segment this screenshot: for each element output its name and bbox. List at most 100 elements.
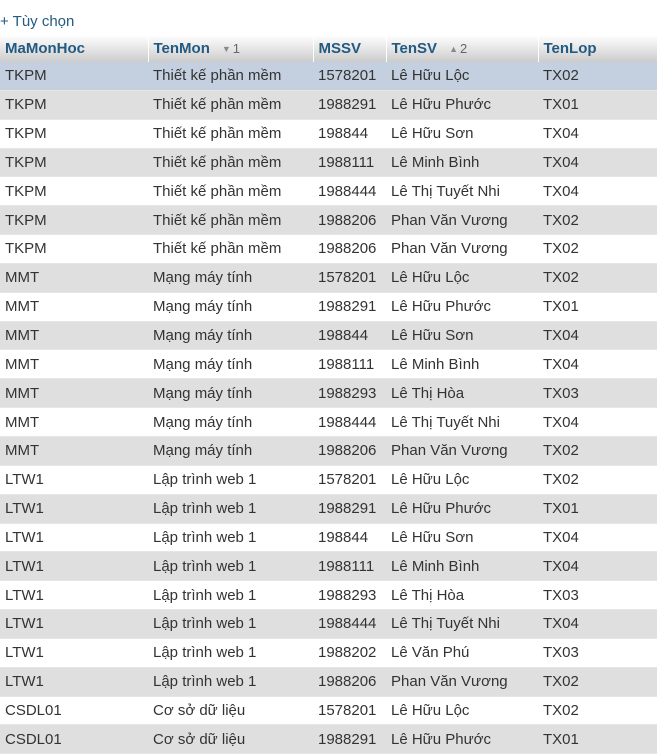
table-row[interactable]: MMT Mạng máy tính 198844 Lê Hữu Sơn TX04 bbox=[0, 321, 657, 351]
cell-mssv: 1988111 bbox=[313, 148, 386, 178]
table-row[interactable]: CSDL01 Cơ sở dữ liệu 1578201 Lê Hữu Lộc TX02 bbox=[0, 696, 657, 726]
column-label[interactable]: MaMonHoc bbox=[5, 40, 85, 57]
table-row[interactable]: MMT Mạng máy tính 1988293 Lê Thị Hòa TX03 bbox=[0, 378, 657, 409]
table-row[interactable]: LTW1 Lập trình web 1 1578201 Lê Hữu Lộc TX02 bbox=[0, 465, 657, 495]
cell-tensv: Lê Hữu Lộc bbox=[386, 62, 538, 91]
cell-tenlop: TX01 bbox=[538, 494, 657, 524]
cell-tenmon: Thiết kế phần mềm bbox=[148, 119, 313, 149]
column-label[interactable]: TenMon bbox=[153, 40, 210, 57]
cell-tensv: Lê Hữu Sơn bbox=[386, 119, 538, 149]
table-row[interactable]: MMT Mạng máy tính 1988444 Lê Thị Tuyết Nhi T… bbox=[0, 407, 657, 437]
cell-tenlop: TX04 bbox=[538, 176, 657, 207]
table-row[interactable]: MMT Mạng máy tính 1988111 Lê Minh Bình TX04 bbox=[0, 349, 657, 380]
table-row[interactable]: TKPM Thiết kế phần mềm 1988444 Lê Thị Tuyết… bbox=[0, 176, 657, 207]
cell-mssv: 1988444 bbox=[313, 407, 386, 437]
results-table: MaMonHoc TenMon ▼ 1 MSSV TenSV ▲ 2 TenLop TK… bbox=[0, 35, 658, 754]
cell-mamonhoc: MMT bbox=[0, 378, 148, 409]
cell-mamonhoc: TKPM bbox=[0, 62, 148, 91]
table-row[interactable]: TKPM Thiết kế phần mềm 1988111 Lê Minh Bình… bbox=[0, 148, 657, 178]
table-row[interactable]: LTW1 Lập trình web 1 198844 Lê Hữu Sơn TX04 bbox=[0, 523, 657, 553]
table-row[interactable]: TKPM Thiết kế phần mềm 1988291 Lê Hữu Phước… bbox=[0, 90, 657, 120]
cell-tenlop: TX04 bbox=[538, 523, 657, 553]
cell-tensv: Phan Văn Vương bbox=[386, 205, 538, 236]
cell-mssv: 1988206 bbox=[313, 205, 386, 236]
column-header-tenlop[interactable]: TenLop bbox=[538, 35, 658, 62]
cell-tenmon: Mạng máy tính bbox=[148, 321, 313, 351]
cell-tenlop: TX02 bbox=[538, 234, 657, 264]
column-header-mssv[interactable]: MSSV bbox=[313, 35, 387, 62]
cell-mssv: 1988444 bbox=[313, 176, 386, 207]
cell-tenmon: Thiết kế phần mềm bbox=[148, 148, 313, 178]
cell-tenmon: Lập trình web 1 bbox=[148, 551, 313, 582]
cell-tensv: Lê Hữu Lộc bbox=[386, 263, 538, 293]
table-row[interactable]: MMT Mạng máy tính 1578201 Lê Hữu Lộc TX02 bbox=[0, 263, 657, 293]
table-row[interactable]: LTW1 Lập trình web 1 1988202 Lê Văn Phú TX03 bbox=[0, 638, 657, 668]
cell-mamonhoc: LTW1 bbox=[0, 580, 148, 611]
column-label[interactable]: MSSV bbox=[318, 40, 362, 57]
cell-tensv: Lê Hữu Phước bbox=[386, 90, 538, 120]
cell-tensv: Phan Văn Vương bbox=[386, 436, 538, 466]
cell-tenlop: TX02 bbox=[538, 263, 657, 293]
cell-tenlop: TX02 bbox=[538, 696, 657, 726]
cell-tenlop: TX04 bbox=[538, 551, 657, 582]
cell-mamonhoc: MMT bbox=[0, 321, 148, 351]
cell-tensv: Lê Minh Bình bbox=[386, 551, 538, 582]
cell-mssv: 1578201 bbox=[313, 62, 386, 91]
cell-mssv: 1988291 bbox=[313, 292, 386, 322]
sort-order-number: 1 bbox=[232, 41, 241, 56]
cell-tensv: Lê Hữu Sơn bbox=[386, 321, 538, 351]
cell-mamonhoc: LTW1 bbox=[0, 638, 148, 668]
table-row[interactable]: TKPM Thiết kế phần mềm 1988206 Phan Văn Vươ… bbox=[0, 205, 657, 236]
column-header-mamonhoc[interactable]: MaMonHoc bbox=[0, 35, 149, 62]
cell-mssv: 198844 bbox=[313, 119, 386, 149]
column-header-tenmon[interactable]: TenMon ▼ 1 bbox=[148, 35, 314, 62]
table-row[interactable]: CSDL01 Cơ sở dữ liệu 1988291 Lê Hữu Phước TX… bbox=[0, 724, 657, 754]
cell-tenlop: TX02 bbox=[538, 205, 657, 236]
cell-tenmon: Thiết kế phần mềm bbox=[148, 90, 313, 120]
cell-tensv: Lê Thị Hòa bbox=[386, 378, 538, 409]
table-row[interactable]: LTW1 Lập trình web 1 1988291 Lê Hữu Phước TX… bbox=[0, 494, 657, 524]
table-row[interactable]: LTW1 Lập trình web 1 1988206 Phan Văn Vương… bbox=[0, 667, 657, 697]
cell-tensv: Lê Thị Tuyết Nhi bbox=[386, 176, 538, 207]
table-row[interactable]: TKPM Thiết kế phần mềm 1988206 Phan Văn Vươ… bbox=[0, 234, 657, 264]
cell-tenlop: TX03 bbox=[538, 378, 657, 409]
cell-tenmon: Lập trình web 1 bbox=[148, 523, 313, 553]
table-row[interactable]: MMT Mạng máy tính 1988291 Lê Hữu Phước TX01 bbox=[0, 292, 657, 322]
cell-mamonhoc: LTW1 bbox=[0, 667, 148, 697]
cell-mamonhoc: LTW1 bbox=[0, 494, 148, 524]
table-row[interactable]: MMT Mạng máy tính 1988206 Phan Văn Vương TX0… bbox=[0, 436, 657, 466]
cell-tenlop: TX02 bbox=[538, 465, 657, 495]
cell-mssv: 1988444 bbox=[313, 609, 386, 639]
cell-mssv: 1988111 bbox=[313, 551, 386, 582]
cell-mamonhoc: TKPM bbox=[0, 176, 148, 207]
cell-tenmon: Thiết kế phần mềm bbox=[148, 205, 313, 236]
cell-tenlop: TX04 bbox=[538, 349, 657, 380]
table-row[interactable]: TKPM Thiết kế phần mềm 1578201 Lê Hữu Lộc TX… bbox=[0, 62, 657, 91]
table-row[interactable]: TKPM Thiết kế phần mềm 198844 Lê Hữu Sơn TX0… bbox=[0, 119, 657, 149]
cell-tenlop: TX04 bbox=[538, 407, 657, 437]
options-link[interactable]: + Tùy chọn bbox=[0, 13, 75, 30]
cell-tenlop: TX03 bbox=[538, 638, 657, 668]
column-header-tensv[interactable]: TenSV ▲ 2 bbox=[386, 35, 539, 62]
cell-tensv: Lê Minh Bình bbox=[386, 148, 538, 178]
cell-tenlop: TX02 bbox=[538, 667, 657, 697]
sort-ascending-icon: ▲ bbox=[449, 44, 458, 54]
cell-mssv: 1988206 bbox=[313, 436, 386, 466]
table-row[interactable]: LTW1 Lập trình web 1 1988444 Lê Thị Tuyết N… bbox=[0, 609, 657, 639]
header-row: MaMonHoc TenMon ▼ 1 MSSV TenSV ▲ 2 TenLop bbox=[0, 35, 658, 62]
cell-mamonhoc: TKPM bbox=[0, 119, 148, 149]
cell-mssv: 198844 bbox=[313, 523, 386, 553]
table-row[interactable]: LTW1 Lập trình web 1 1988293 Lê Thị Hòa TX03 bbox=[0, 580, 657, 611]
cell-mamonhoc: TKPM bbox=[0, 148, 148, 178]
cell-tenlop: TX04 bbox=[538, 119, 657, 149]
column-label[interactable]: TenLop bbox=[543, 40, 597, 57]
cell-tenlop: TX01 bbox=[538, 724, 657, 754]
cell-tensv: Lê Văn Phú bbox=[386, 638, 538, 668]
cell-mssv: 1988206 bbox=[313, 667, 386, 697]
cell-tenlop: TX03 bbox=[538, 580, 657, 611]
cell-mamonhoc: LTW1 bbox=[0, 523, 148, 553]
table-row[interactable]: LTW1 Lập trình web 1 1988111 Lê Minh Bình TX… bbox=[0, 551, 657, 582]
column-label[interactable]: TenSV bbox=[391, 40, 438, 57]
cell-mamonhoc: MMT bbox=[0, 292, 148, 322]
cell-tenmon: Cơ sở dữ liệu bbox=[148, 696, 313, 726]
